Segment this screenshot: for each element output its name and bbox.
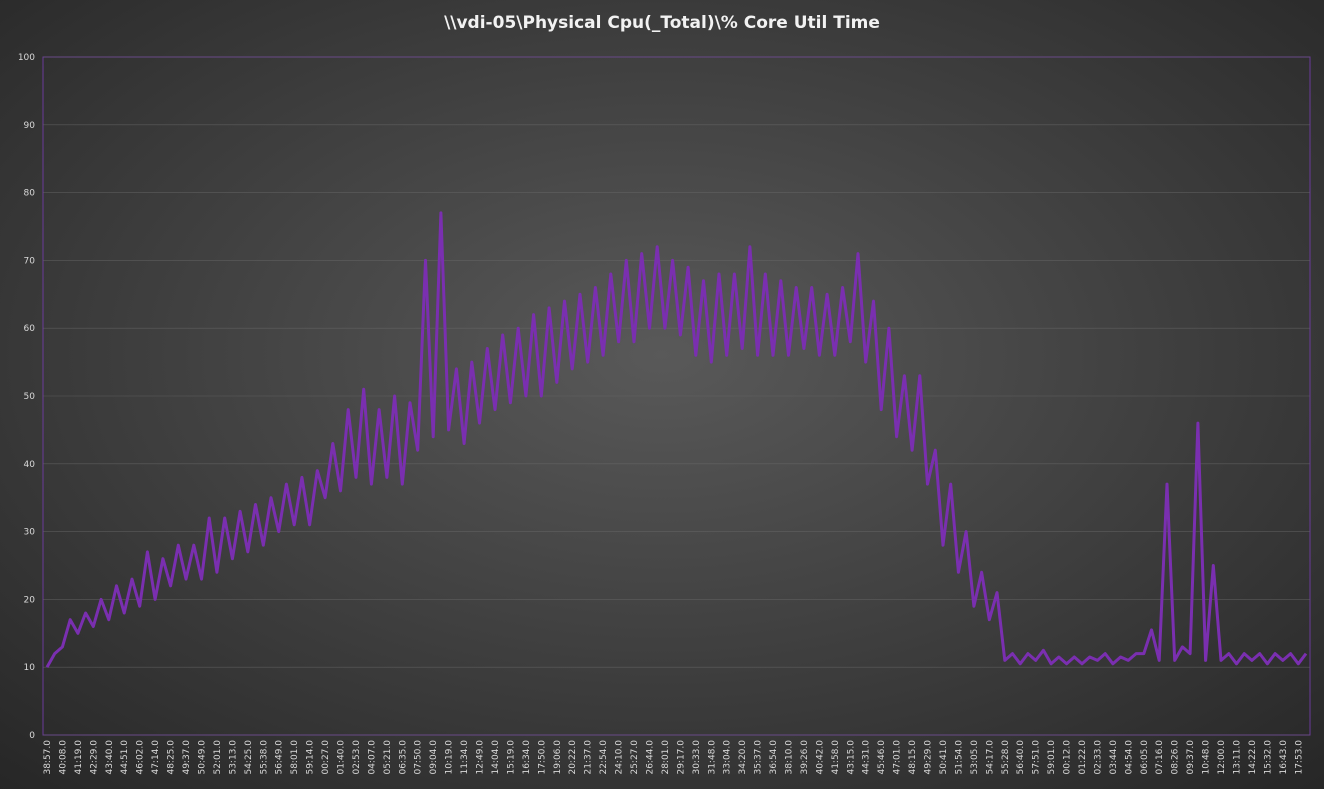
x-tick-label: 11:34.0 xyxy=(460,740,470,775)
x-tick-label: 42:29.0 xyxy=(89,740,99,775)
x-tick-label: 14:22.0 xyxy=(1248,740,1258,775)
x-tick-label: 49:29.0 xyxy=(924,740,934,775)
x-tick-label: 55:38.0 xyxy=(259,740,269,775)
x-tick-label: 04:54.0 xyxy=(1124,740,1134,775)
x-tick-label: 56:49.0 xyxy=(275,740,285,775)
x-tick-label: 53:05.0 xyxy=(970,740,980,775)
x-tick-label: 53:13.0 xyxy=(228,740,238,775)
x-tick-label: 50:41.0 xyxy=(939,740,949,775)
x-tick-label: 48:25.0 xyxy=(167,740,177,775)
x-tick-label: 28:01.0 xyxy=(661,740,671,775)
x-tick-label: 07:50.0 xyxy=(414,740,424,775)
x-tick-label: 39:26.0 xyxy=(800,740,810,775)
x-tick-label: 15:19.0 xyxy=(506,740,516,775)
x-tick-label: 22:54.0 xyxy=(599,740,609,775)
y-tick-label: 50 xyxy=(24,392,36,402)
x-tick-label: 07:16.0 xyxy=(1155,740,1165,775)
x-tick-label: 33:04.0 xyxy=(723,740,733,775)
x-tick-label: 12:49.0 xyxy=(476,740,486,775)
x-tick-label: 44:51.0 xyxy=(120,740,130,775)
x-tick-label: 34:20.0 xyxy=(738,740,748,775)
x-tick-label: 12:00.0 xyxy=(1217,740,1227,775)
x-tick-label: 54:17.0 xyxy=(985,740,995,775)
x-tick-label: 05:21.0 xyxy=(383,740,393,775)
y-tick-label: 70 xyxy=(24,256,36,266)
y-tick-label: 100 xyxy=(18,53,35,63)
x-tick-label: 35:37.0 xyxy=(754,740,764,775)
x-tick-label: 46:02.0 xyxy=(136,740,146,775)
x-tick-label: 57:51.0 xyxy=(1032,740,1042,775)
x-tick-label: 20:22.0 xyxy=(568,740,578,775)
x-tick-label: 13:11.0 xyxy=(1232,740,1242,775)
x-tick-label: 30:33.0 xyxy=(692,740,702,775)
x-tick-label: 14:04.0 xyxy=(491,740,501,775)
x-tick-label: 55:28.0 xyxy=(1001,740,1011,775)
x-tick-label: 38:57.0 xyxy=(43,740,53,775)
x-tick-label: 17:50.0 xyxy=(537,740,547,775)
y-tick-label: 30 xyxy=(24,528,36,538)
x-tick-label: 17:53.0 xyxy=(1294,740,1304,775)
x-tick-label: 00:27.0 xyxy=(321,740,331,775)
x-tick-label: 10:19.0 xyxy=(445,740,455,775)
x-tick-label: 40:42.0 xyxy=(815,740,825,775)
x-tick-label: 03:44.0 xyxy=(1109,740,1119,775)
y-tick-label: 10 xyxy=(24,663,36,673)
x-tick-label: 41:58.0 xyxy=(831,740,841,775)
x-tick-label: 26:44.0 xyxy=(645,740,655,775)
y-tick-label: 60 xyxy=(24,324,36,334)
x-tick-label: 06:35.0 xyxy=(398,740,408,775)
x-tick-label: 02:53.0 xyxy=(352,740,362,775)
x-tick-label: 31:48.0 xyxy=(707,740,717,775)
x-tick-label: 40:08.0 xyxy=(58,740,68,775)
x-tick-label: 59:01.0 xyxy=(1047,740,1057,775)
x-tick-label: 25:27.0 xyxy=(630,740,640,775)
x-tick-label: 19:06.0 xyxy=(553,740,563,775)
x-tick-label: 08:26.0 xyxy=(1171,740,1181,775)
x-tick-label: 01:40.0 xyxy=(337,740,347,775)
x-tick-label: 54:25.0 xyxy=(244,740,254,775)
x-tick-label: 49:37.0 xyxy=(182,740,192,775)
y-tick-label: 0 xyxy=(29,731,35,741)
x-tick-label: 01:22.0 xyxy=(1078,740,1088,775)
x-tick-label: 43:40.0 xyxy=(105,740,115,775)
y-tick-label: 80 xyxy=(24,189,36,199)
x-tick-label: 15:32.0 xyxy=(1263,740,1273,775)
x-tick-label: 48:15.0 xyxy=(908,740,918,775)
x-tick-label: 56:40.0 xyxy=(1016,740,1026,775)
x-tick-label: 52:01.0 xyxy=(213,740,223,775)
x-tick-label: 58:01.0 xyxy=(290,740,300,775)
x-tick-label: 45:46.0 xyxy=(877,740,887,775)
y-tick-label: 20 xyxy=(24,595,36,605)
x-tick-label: 16:43.0 xyxy=(1279,740,1289,775)
x-tick-label: 16:34.0 xyxy=(522,740,532,775)
chart-title: \\vdi-05\Physical Cpu(_Total)\% Core Uti… xyxy=(444,13,880,33)
x-tick-label: 00:12.0 xyxy=(1063,740,1073,775)
x-tick-label: 04:07.0 xyxy=(367,740,377,775)
x-tick-label: 09:04.0 xyxy=(429,740,439,775)
x-tick-label: 29:17.0 xyxy=(676,740,686,775)
x-tick-label: 51:54.0 xyxy=(954,740,964,775)
x-tick-label: 10:48.0 xyxy=(1202,740,1212,775)
x-tick-label: 43:15.0 xyxy=(846,740,856,775)
x-tick-label: 59:14.0 xyxy=(306,740,316,775)
x-tick-label: 41:19.0 xyxy=(74,740,84,775)
data-line xyxy=(45,211,1308,668)
x-tick-label: 47:01.0 xyxy=(893,740,903,775)
x-tick-label: 38:10.0 xyxy=(784,740,794,775)
x-tick-label: 09:37.0 xyxy=(1186,740,1196,775)
x-tick-label: 47:14.0 xyxy=(151,740,161,775)
x-tick-label: 36:54.0 xyxy=(769,740,779,775)
x-tick-label: 02:33.0 xyxy=(1093,740,1103,775)
x-tick-label: 44:31.0 xyxy=(862,740,872,775)
x-tick-label: 21:37.0 xyxy=(584,740,594,775)
y-tick-label: 90 xyxy=(24,121,36,131)
y-tick-label: 40 xyxy=(24,460,36,470)
x-tick-label: 06:05.0 xyxy=(1140,740,1150,775)
x-tick-label: 24:10.0 xyxy=(615,740,625,775)
x-tick-label: 50:49.0 xyxy=(197,740,207,775)
